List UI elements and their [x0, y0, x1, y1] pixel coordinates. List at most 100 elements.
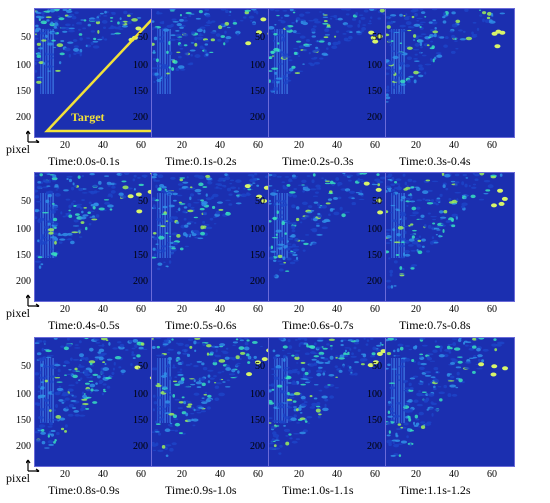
time-caption: Time:0.1s-0.2s: [165, 154, 237, 168]
x-tick-label: 60: [253, 469, 263, 480]
heatmap-texture: [152, 338, 273, 457]
y-tick-label: 200: [250, 441, 265, 452]
y-tick-label: 200: [16, 112, 31, 123]
heatmap-image: [385, 172, 515, 302]
time-caption: Time:0.0s-0.1s: [48, 154, 120, 168]
y-tick-label: 200: [367, 441, 382, 452]
y-tick-label: 150: [250, 415, 265, 426]
y-tick-label: 200: [250, 112, 265, 123]
heatmap-panel: Target: [34, 8, 164, 158]
x-tick-label: 40: [332, 304, 342, 315]
y-tick-label: 100: [16, 60, 31, 71]
time-caption: Time:0.4s-0.5s: [48, 318, 120, 332]
heatmap-panel: [151, 337, 281, 487]
heatmap-image: [385, 337, 515, 467]
x-tick-label: 20: [60, 140, 70, 151]
x-tick-label: 20: [177, 304, 187, 315]
x-tick-label: 40: [332, 469, 342, 480]
time-caption: Time:0.7s-0.8s: [399, 318, 471, 332]
y-tick-label: 200: [133, 276, 148, 287]
y-tick-label: 100: [133, 60, 148, 71]
heatmap-texture: [269, 338, 387, 455]
heatmap-panel: [34, 337, 164, 487]
y-tick-label: 100: [133, 389, 148, 400]
y-tick-label: 150: [16, 250, 31, 261]
y-tick-label: 50: [372, 196, 382, 207]
x-tick-label: 60: [253, 140, 263, 151]
x-tick-label: 40: [449, 469, 459, 480]
heatmap-texture: [35, 173, 157, 269]
y-tick-label: 50: [21, 361, 31, 372]
x-tick-label: 60: [487, 140, 497, 151]
axis-arrow-icon: [26, 130, 40, 143]
y-tick-label: 200: [133, 441, 148, 452]
x-tick-label: 60: [370, 304, 380, 315]
heatmap-image: [151, 337, 281, 467]
heatmap-image: [151, 8, 281, 138]
y-tick-label: 50: [21, 32, 31, 43]
y-tick-label: 100: [367, 389, 382, 400]
y-tick-label: 50: [138, 361, 148, 372]
x-tick-label: 40: [98, 140, 108, 151]
heatmap-image: [34, 337, 164, 467]
y-tick-label: 200: [16, 441, 31, 452]
x-tick-label: 20: [294, 140, 304, 151]
heatmap-texture: [35, 338, 158, 449]
x-tick-label: 40: [215, 140, 225, 151]
x-tick-label: 20: [60, 469, 70, 480]
time-caption: Time:0.8s-0.9s: [48, 483, 120, 497]
x-tick-label: 40: [449, 140, 459, 151]
y-tick-label: 200: [16, 276, 31, 287]
x-tick-label: 60: [136, 469, 146, 480]
x-tick-label: 20: [294, 304, 304, 315]
x-tick-label: 40: [215, 304, 225, 315]
y-tick-label: 50: [21, 196, 31, 207]
x-tick-label: 40: [98, 304, 108, 315]
y-tick-label: 200: [367, 276, 382, 287]
x-tick-label: 60: [136, 140, 146, 151]
heatmap-panel: [385, 8, 515, 158]
x-tick-label: 60: [487, 304, 497, 315]
target-label: Target: [71, 110, 105, 124]
y-tick-label: 150: [250, 250, 265, 261]
y-tick-label: 50: [372, 361, 382, 372]
heatmap-panel: [34, 172, 164, 322]
heatmap-panel: [268, 172, 398, 322]
pixel-axis-label: pixel: [6, 306, 30, 320]
y-tick-label: 50: [255, 32, 265, 43]
time-caption: Time:0.9s-1.0s: [165, 483, 237, 497]
axis-arrow-icon: [26, 294, 40, 307]
x-tick-label: 20: [177, 140, 187, 151]
y-tick-label: 100: [16, 224, 31, 235]
y-tick-label: 150: [133, 250, 148, 261]
x-tick-label: 40: [215, 469, 225, 480]
y-tick-label: 200: [250, 276, 265, 287]
heatmap-texture: [152, 173, 277, 271]
heatmap-texture: [269, 9, 390, 94]
y-tick-label: 50: [255, 361, 265, 372]
heatmap-texture: [386, 9, 506, 103]
heatmap-texture: [269, 173, 388, 279]
heatmap-image: Target: [34, 8, 164, 138]
time-caption: Time:1.0s-1.1s: [282, 483, 354, 497]
heatmap-image: [268, 172, 398, 302]
x-tick-label: 40: [332, 140, 342, 151]
time-caption: Time:0.3s-0.4s: [399, 154, 471, 168]
x-tick-label: 20: [177, 469, 187, 480]
y-tick-label: 150: [16, 415, 31, 426]
x-tick-label: 60: [253, 304, 263, 315]
heatmap-image: [385, 8, 515, 138]
y-tick-label: 150: [133, 415, 148, 426]
heatmap-texture: [386, 173, 508, 289]
x-tick-label: 20: [60, 304, 70, 315]
y-tick-label: 50: [138, 196, 148, 207]
y-tick-label: 150: [16, 86, 31, 97]
y-tick-label: 100: [367, 60, 382, 71]
y-tick-label: 50: [138, 32, 148, 43]
time-caption: Time:1.1s-1.2s: [399, 483, 471, 497]
y-tick-label: 100: [250, 389, 265, 400]
y-tick-label: 100: [250, 224, 265, 235]
heatmap-panel: [268, 337, 398, 487]
time-caption: Time:0.2s-0.3s: [282, 154, 354, 168]
pixel-axis-label: pixel: [6, 471, 30, 485]
